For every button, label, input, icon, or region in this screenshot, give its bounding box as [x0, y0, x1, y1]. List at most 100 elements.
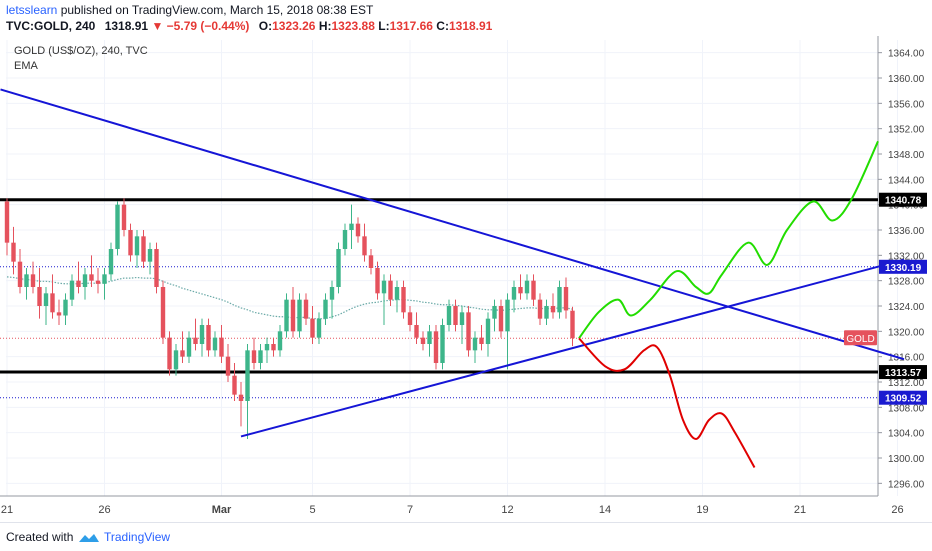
candle-body — [173, 350, 179, 370]
candle-body — [128, 230, 133, 256]
candle-body — [368, 255, 374, 268]
candle-body — [69, 280, 75, 300]
candle-body — [342, 230, 348, 249]
price-tick-label: 1312.00 — [888, 378, 925, 389]
price-tick-label: 1364.00 — [888, 49, 925, 60]
price-tick-label: 1360.00 — [888, 74, 925, 85]
candle-body — [524, 280, 530, 294]
bearish-projection-path — [578, 337, 756, 468]
candle-body — [381, 280, 387, 294]
candle-body — [472, 337, 478, 351]
candle-body — [193, 337, 198, 344]
price-tick-label: 1308.00 — [888, 403, 925, 414]
chart-header: letsslearn published on TradingView.com,… — [0, 0, 932, 36]
publish-info: letsslearn published on TradingView.com,… — [6, 3, 373, 17]
candle-body — [550, 306, 556, 313]
candle-body — [11, 242, 16, 262]
candle-body — [427, 331, 432, 344]
candle-body — [407, 312, 413, 325]
candle-body — [388, 280, 393, 300]
candle-body — [355, 223, 361, 237]
candle-body — [492, 306, 497, 319]
time-tick-label: 21 — [1, 504, 13, 516]
candle-body — [401, 287, 406, 313]
footer: Created with TradingView — [0, 522, 932, 551]
candle-body — [82, 274, 88, 287]
candle-body — [4, 201, 10, 243]
candle-body — [271, 344, 276, 351]
candle-body — [310, 318, 315, 338]
candle-body — [89, 274, 94, 281]
candle-body — [245, 350, 250, 401]
candle-body — [30, 274, 36, 287]
candle-body — [277, 331, 283, 351]
candle-body — [459, 312, 465, 325]
candle-body — [121, 204, 127, 230]
candle-body — [258, 350, 263, 363]
candle-body — [186, 337, 192, 357]
candle-body — [238, 394, 244, 401]
trendline — [240, 258, 905, 438]
last-price: 1318.91 — [104, 19, 149, 33]
candle-body — [199, 325, 205, 344]
close-value: 1318.91 — [448, 19, 493, 33]
candle-body — [225, 356, 231, 376]
candle-body — [349, 223, 354, 230]
candle-body — [102, 274, 107, 284]
candle-body — [537, 299, 543, 319]
price-tick-label: 1336.00 — [888, 226, 925, 237]
level-price-tag-label: 1340.78 — [885, 196, 922, 207]
candle-body — [414, 325, 419, 338]
level-price-tag — [879, 365, 927, 380]
price-tick-label: 1320.00 — [888, 327, 925, 338]
indicator-legend: EMA — [14, 60, 38, 72]
candle-body — [479, 337, 484, 344]
candle-body — [511, 287, 517, 300]
level-price-tag-label: 1313.57 — [885, 368, 922, 379]
candle-body — [206, 325, 211, 351]
candle-body — [219, 337, 224, 357]
candle-body — [232, 375, 237, 395]
tradingview-link[interactable]: TradingView — [104, 530, 171, 544]
price-tick-label: 1352.00 — [888, 125, 925, 136]
price-tick-label: 1356.00 — [888, 99, 925, 110]
created-with-text: Created with — [6, 530, 74, 544]
candle-body — [43, 293, 49, 306]
candle-body — [453, 306, 458, 325]
candle-body — [63, 299, 68, 316]
candle-body — [563, 287, 569, 311]
time-tick-label: 12 — [501, 504, 513, 516]
down-arrow-icon: ▼ — [151, 19, 164, 33]
candle-body — [466, 312, 471, 351]
candle-body — [56, 312, 62, 316]
level-price-tag — [879, 192, 927, 207]
level-price-tag-label: 1330.19 — [885, 263, 922, 274]
candle-body — [297, 299, 302, 332]
candle-body — [440, 325, 445, 363]
candle-body — [557, 287, 562, 313]
candle-body — [505, 299, 510, 332]
candle-body — [212, 337, 218, 351]
candle-body — [329, 287, 335, 300]
candle-body — [290, 299, 296, 332]
price-tick-label: 1296.00 — [888, 479, 925, 490]
candle-body — [498, 306, 504, 332]
candle-body — [17, 261, 23, 287]
time-tick-label: 26 — [98, 504, 110, 516]
candle-body — [50, 293, 55, 313]
symbol-price-tag-label: GOLD — [846, 334, 874, 345]
candle-body — [264, 344, 270, 351]
author-link[interactable]: letsslearn — [6, 3, 58, 17]
candle-body — [433, 331, 439, 363]
candle-body — [336, 249, 341, 287]
candle-body — [323, 299, 328, 319]
time-tick-label: 14 — [599, 504, 611, 516]
candle-body — [95, 280, 101, 284]
candle-body — [375, 268, 380, 294]
price-chart[interactable]: 1296.00 1300.00 1304.00 1308.00 1312.00 1316.… — [0, 36, 932, 522]
candle-body — [446, 306, 452, 325]
candle-body — [147, 249, 153, 262]
low-label: L: — [378, 19, 390, 33]
candle-body — [141, 236, 146, 262]
price-tick-label: 1316.00 — [888, 353, 925, 364]
